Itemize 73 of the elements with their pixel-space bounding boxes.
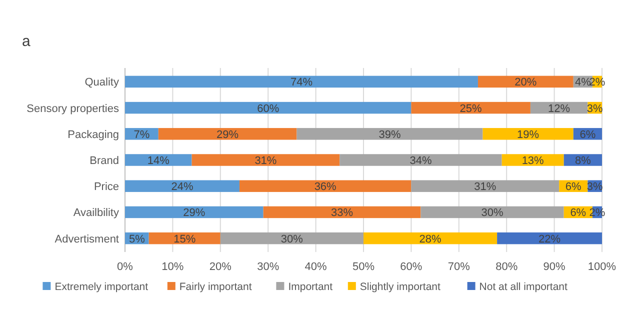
y-tick-label: Price — [94, 181, 119, 194]
data-label: 4% — [574, 76, 592, 89]
x-tick-label: 90% — [543, 261, 566, 273]
data-label: 24% — [171, 181, 194, 194]
x-tick-label: 30% — [257, 261, 280, 273]
data-label: 20% — [514, 76, 537, 89]
data-label: 29% — [183, 207, 206, 220]
legend-label: Important — [288, 281, 333, 293]
bar — [296, 128, 483, 140]
data-label: 6% — [570, 207, 586, 220]
y-tick-label: Advertisment — [54, 233, 119, 246]
x-tick-label: 80% — [496, 261, 518, 273]
data-label: 31% — [474, 181, 496, 194]
data-label: 30% — [481, 207, 504, 220]
bar — [482, 128, 574, 140]
x-tick-label: 70% — [448, 261, 470, 273]
y-tick-label: Brand — [90, 155, 119, 167]
bar — [411, 180, 560, 192]
data-label: 34% — [410, 155, 432, 167]
legend-label: Slightly important — [360, 281, 441, 293]
bar — [158, 128, 297, 140]
data-label: 39% — [378, 128, 401, 141]
y-tick-label: Packaging — [68, 128, 119, 141]
bar — [125, 76, 478, 88]
bar — [263, 206, 421, 218]
bar — [125, 206, 264, 218]
legend-label: Fairly important — [179, 281, 252, 293]
x-tick-label: 50% — [352, 261, 375, 273]
x-tick-label: 0% — [117, 261, 134, 273]
bar — [125, 102, 412, 114]
data-label: 14% — [147, 155, 170, 167]
bar — [420, 206, 564, 218]
x-tick-label: 20% — [209, 261, 232, 273]
bar — [497, 232, 602, 244]
chart-title: a — [22, 33, 31, 50]
data-label: 13% — [522, 155, 544, 167]
data-label: 6% — [580, 128, 596, 141]
y-tick-label: Availbility — [73, 207, 120, 220]
y-tick-label: Quality — [84, 76, 120, 89]
data-label: 8% — [574, 155, 592, 167]
bar — [411, 102, 530, 114]
bar — [125, 180, 240, 192]
bar — [125, 154, 192, 166]
data-label: 29% — [216, 128, 239, 141]
bar — [220, 232, 364, 244]
data-label: 19% — [517, 128, 540, 141]
bar — [364, 232, 498, 244]
legend-label: Not at all important — [479, 281, 568, 293]
data-label: 22% — [538, 233, 561, 246]
x-tick-label: 60% — [400, 261, 422, 273]
bar — [478, 76, 574, 88]
data-label: 12% — [548, 102, 570, 115]
data-label: 5% — [128, 233, 146, 246]
x-tick-label: 10% — [162, 261, 184, 273]
data-label: 28% — [419, 233, 442, 246]
x-tick-label: 100% — [588, 261, 616, 273]
data-label: 30% — [280, 233, 304, 246]
data-label: 7% — [134, 128, 150, 141]
bar — [502, 154, 564, 166]
bar — [340, 154, 502, 166]
data-label: 6% — [565, 181, 582, 194]
data-label: 74% — [290, 76, 313, 89]
bar — [192, 154, 340, 166]
y-tick-label: Sensory properties — [26, 102, 120, 115]
x-tick-label: 40% — [304, 261, 328, 273]
data-label: 36% — [314, 181, 337, 194]
data-label: 25% — [460, 102, 482, 115]
bar — [239, 180, 412, 192]
data-label: 60% — [257, 102, 280, 115]
legend-label: Extremely important — [54, 281, 148, 293]
data-label: 31% — [254, 155, 277, 167]
data-label: 15% — [174, 233, 196, 246]
data-label: 33% — [331, 207, 354, 220]
